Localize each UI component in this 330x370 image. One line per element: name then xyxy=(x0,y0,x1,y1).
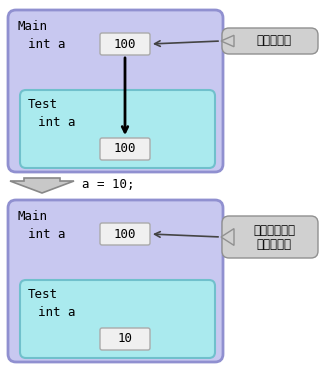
Polygon shape xyxy=(221,229,234,245)
Text: 100: 100 xyxy=(114,37,136,50)
Text: int a: int a xyxy=(28,228,65,241)
Text: こっちの値は: こっちの値は xyxy=(253,223,295,236)
FancyBboxPatch shape xyxy=(20,90,215,168)
Text: 100: 100 xyxy=(114,228,136,240)
Text: 100: 100 xyxy=(114,142,136,155)
FancyBboxPatch shape xyxy=(100,33,150,55)
Text: Main: Main xyxy=(18,210,48,223)
Text: int a: int a xyxy=(28,38,65,51)
Polygon shape xyxy=(221,35,234,47)
FancyBboxPatch shape xyxy=(100,328,150,350)
FancyBboxPatch shape xyxy=(222,28,318,54)
Text: int a: int a xyxy=(38,116,76,129)
FancyBboxPatch shape xyxy=(100,138,150,160)
Polygon shape xyxy=(10,178,74,193)
Text: int a: int a xyxy=(38,306,76,319)
FancyBboxPatch shape xyxy=(8,10,223,172)
FancyBboxPatch shape xyxy=(100,223,150,245)
FancyBboxPatch shape xyxy=(20,280,215,358)
Text: 10: 10 xyxy=(117,333,133,346)
FancyBboxPatch shape xyxy=(222,216,318,258)
Text: 変わらない: 変わらない xyxy=(256,239,291,252)
Text: Test: Test xyxy=(28,98,58,111)
Text: Main: Main xyxy=(18,20,48,33)
Text: Test: Test xyxy=(28,288,58,301)
Text: a = 10;: a = 10; xyxy=(82,178,135,191)
FancyBboxPatch shape xyxy=(8,200,223,362)
Text: 値をコピー: 値をコピー xyxy=(256,34,291,47)
